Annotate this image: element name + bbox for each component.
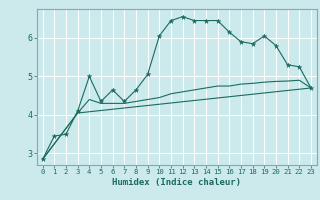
X-axis label: Humidex (Indice chaleur): Humidex (Indice chaleur) bbox=[112, 178, 241, 187]
